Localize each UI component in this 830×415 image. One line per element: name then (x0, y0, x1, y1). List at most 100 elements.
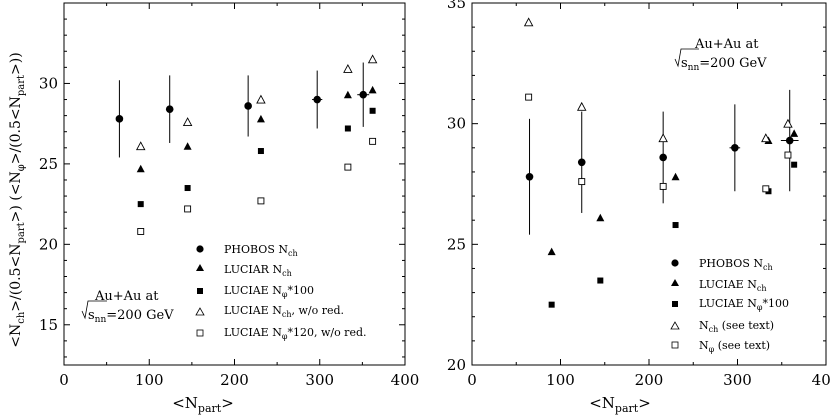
x-tick-label: 100 (135, 371, 164, 389)
left-point-filled-circle (165, 105, 174, 113)
right-point-filled-square (791, 161, 798, 168)
right-panel: 0 100 200 300 400 20 25 30 35 Au+Au at snn=200 G… (447, 0, 830, 415)
right-point-open-triangle (523, 17, 534, 27)
right-point-filled-circle (525, 172, 534, 181)
right-x-axis-title: <Npart> (589, 394, 651, 415)
x-tick-label: 300 (723, 371, 752, 389)
legend-label: PHOBOS Nch (699, 257, 773, 272)
right-point-filled-triangle (547, 247, 556, 256)
right-point-filled-square (597, 277, 604, 284)
right-point-filled-circle (785, 136, 794, 145)
left-point-filled-square (257, 148, 264, 155)
left-data-marks (115, 54, 378, 235)
right-point-open-square (525, 93, 533, 101)
left-point-filled-circle (313, 95, 321, 104)
right-axis-ticks: 0 100 200 300 400 20 25 30 35 (447, 0, 830, 389)
y-tick-label: 20 (447, 356, 466, 374)
right-point-filled-circle (659, 153, 667, 162)
right-point-filled-triangle (596, 213, 605, 222)
right-point-filled-square (672, 222, 679, 229)
legend-open-triangle (195, 307, 205, 316)
right-point-open-square (578, 178, 586, 186)
x-tick-label: 400 (391, 371, 420, 389)
left-point-open-square (257, 197, 265, 205)
left-point-open-square (369, 137, 377, 145)
right-plot-frame (471, 2, 827, 366)
legend-open-square (196, 329, 204, 337)
legend-filled-circle (671, 259, 679, 267)
y-tick-label: 30 (39, 74, 58, 92)
legend-label: LUCIAE Nφ*100 (224, 284, 314, 299)
left-point-filled-triangle (343, 90, 352, 99)
left-point-open-square (184, 205, 192, 213)
sqrt-sign (674, 48, 699, 68)
legend-filled-triangle (196, 264, 204, 271)
left-x-axis-title: <Npart> (172, 394, 234, 415)
right-point-open-square (659, 182, 667, 190)
right-point-open-triangle (761, 133, 771, 143)
left-annotation-energy: snn=200 GeV (81, 300, 174, 325)
right-annotation-energy: snn=200 GeV (674, 48, 767, 73)
left-point-open-triangle (343, 64, 353, 73)
right-point-open-triangle (658, 133, 668, 143)
legend-label: LUCIAR Nch (224, 263, 292, 278)
left-point-open-triangle (256, 94, 266, 104)
legend-label: Nφ (see text) (699, 339, 770, 354)
right-point-open-square (784, 151, 792, 159)
x-tick-label: 300 (305, 371, 334, 389)
left-point-filled-square (369, 107, 376, 114)
right-point-filled-square (548, 301, 555, 308)
right-point-filled-triangle (671, 172, 680, 181)
legend-open-square (671, 341, 679, 349)
y-tick-label: 30 (447, 115, 466, 133)
y-tick-label: 25 (447, 235, 466, 253)
y-tick-label: 20 (39, 235, 58, 253)
x-tick-label: 200 (635, 371, 664, 389)
legend-filled-square (672, 301, 678, 307)
left-point-open-triangle (135, 141, 146, 151)
left-point-filled-circle (115, 115, 124, 123)
svg-text:snn=200 GeV: snn=200 GeV (88, 308, 174, 325)
x-tick-label: 0 (467, 371, 477, 389)
right-legend: PHOBOS Nch LUCIAE Nch LUCIAE Nφ*100 Nch … (670, 257, 789, 354)
left-point-filled-triangle (136, 164, 145, 173)
svg-text:snn=200 GeV: snn=200 GeV (681, 56, 767, 73)
x-tick-label: 200 (220, 371, 249, 389)
right-point-open-square (762, 185, 770, 193)
right-point-filled-circle (731, 144, 739, 152)
left-point-filled-circle (244, 102, 252, 110)
right-point-filled-triangle (790, 129, 799, 137)
legend-label: LUCIAE Nch (699, 278, 766, 293)
left-legend: PHOBOS Nch LUCIAR Nch LUCIAE Nφ*100 LUCI… (195, 243, 367, 341)
left-point-open-triangle (182, 117, 193, 127)
left-point-filled-square (344, 125, 351, 132)
left-y-axis-title: <Nch>/(0.5<Npart>) (<Nφ>/(0.5<Npart>)) (8, 52, 27, 347)
left-point-open-square (344, 163, 352, 171)
y-tick-label: 35 (447, 0, 466, 12)
legend-filled-square (197, 288, 203, 294)
legend-label: LUCIAE Nφ*100 (699, 297, 789, 312)
right-point-open-triangle (576, 101, 587, 111)
y-tick-label: 15 (39, 316, 58, 334)
sqrt-sign (81, 300, 107, 320)
right-point-open-triangle (783, 118, 793, 128)
legend-open-triangle (670, 321, 680, 330)
right-point-filled-circle (577, 158, 586, 167)
legend-label: PHOBOS Nch (224, 243, 298, 258)
left-point-filled-triangle (368, 85, 377, 94)
left-panel: 0 100 200 300 400 15 20 25 30 Au+Au at snn=200 G… (8, 2, 420, 415)
x-tick-label: 100 (546, 371, 575, 389)
left-point-filled-triangle (256, 114, 265, 123)
left-point-filled-square (137, 201, 144, 208)
legend-label: LUCIAE Nφ*120, w/o red. (224, 326, 367, 341)
y-tick-label: 25 (39, 155, 58, 173)
left-annotation-line1: Au+Au at (94, 289, 159, 304)
x-tick-label: 400 (812, 371, 830, 389)
legend-filled-triangle (671, 279, 679, 286)
left-point-open-triangle (367, 54, 378, 64)
left-point-filled-triangle (183, 142, 192, 150)
legend-label: LUCIAE Nch, w/o red. (224, 304, 344, 319)
legend-label: Nch (see text) (699, 319, 774, 334)
left-point-filled-circle (359, 90, 368, 99)
